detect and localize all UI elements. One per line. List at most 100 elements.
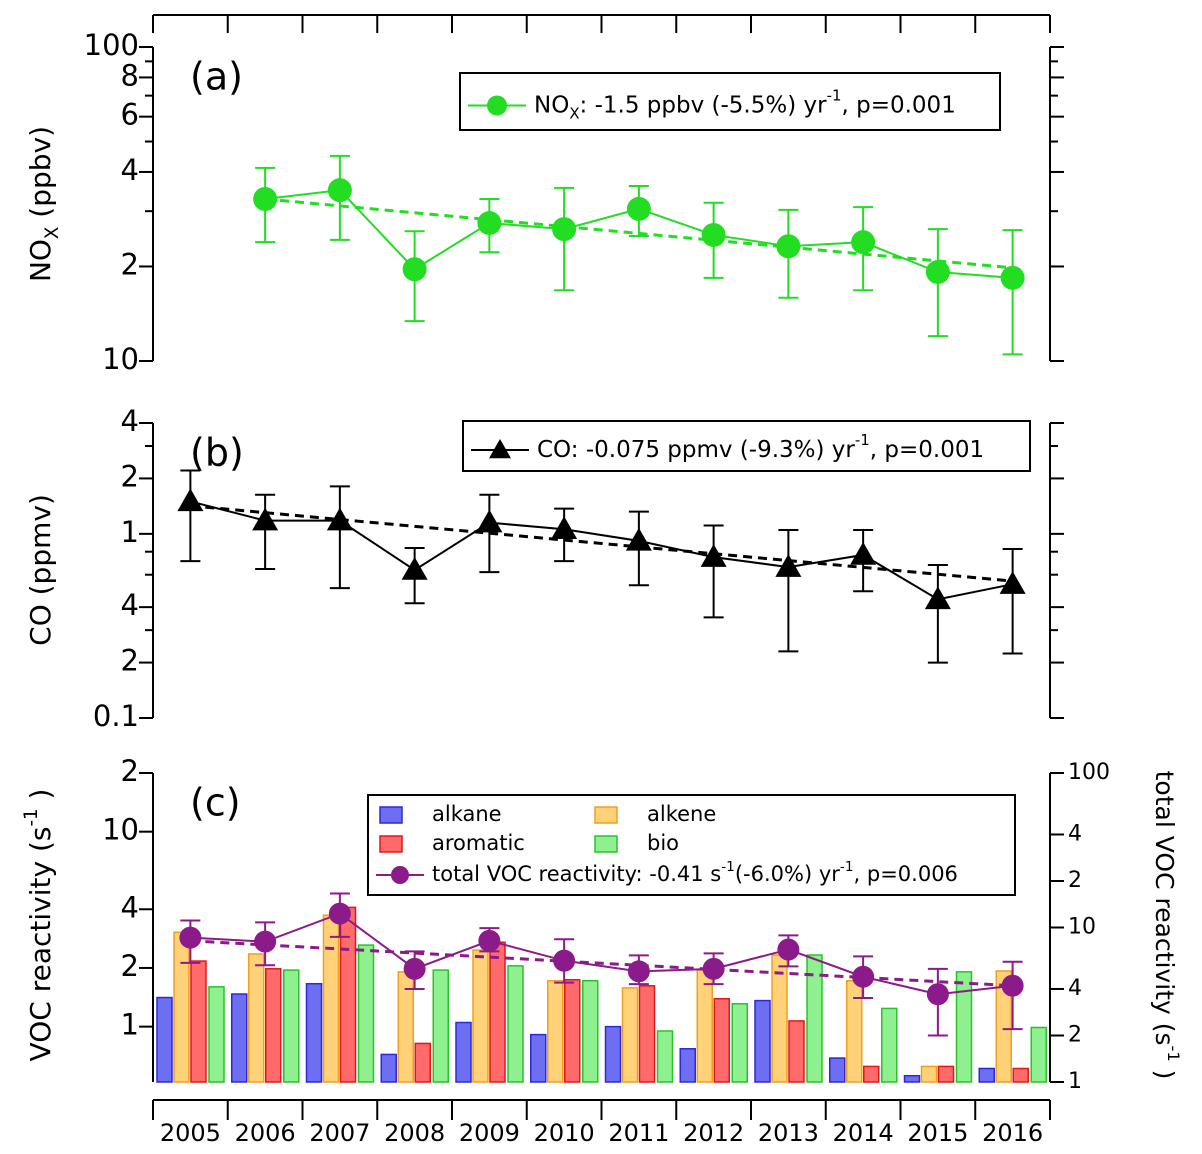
data-point: [553, 949, 576, 972]
error-bar: [703, 524, 724, 619]
legend-marker: [487, 95, 507, 116]
bar: [696, 969, 713, 1083]
bar: [173, 931, 190, 1083]
legend-label-part: -1: [827, 87, 842, 105]
legend-label: alkene: [647, 802, 716, 826]
data-point: [776, 234, 801, 259]
x-tick-label: 2007: [309, 1119, 370, 1147]
data-point: [702, 957, 725, 980]
bar: [190, 960, 207, 1083]
series-line: [190, 912, 1013, 996]
legend-label: CO: -0.075 ppmv (-9.3%) yr-1, p=0.001: [537, 431, 984, 463]
data-point: [924, 586, 951, 610]
data-point: [551, 516, 578, 539]
x-tick-label: 2013: [758, 1119, 819, 1147]
y-tick-label: 4: [121, 153, 139, 187]
bar: [604, 1025, 622, 1083]
bar: [995, 970, 1012, 1083]
data-point: [925, 260, 950, 285]
bar: [846, 979, 863, 1083]
bar: [881, 1007, 898, 1083]
data-point: [328, 902, 351, 925]
bar: [1030, 1026, 1047, 1083]
legend-swatch: [379, 835, 403, 853]
bar: [208, 986, 225, 1083]
data-point: [401, 557, 428, 580]
data-point: [476, 509, 503, 533]
legend-label: alkane: [432, 802, 502, 826]
legend-label-part: total VOC reactivity: -0.41 s: [432, 862, 721, 886]
y-tick-label: 2: [1068, 1022, 1082, 1047]
legend-swatch: [594, 806, 618, 824]
x-tick-label: 2005: [160, 1119, 221, 1147]
bar: [731, 1003, 748, 1083]
panel-label: (a): [190, 55, 243, 99]
bar: [507, 965, 524, 1083]
panel-label: (c): [190, 781, 241, 825]
bar: [357, 944, 375, 1083]
y-tick-label: 10: [1068, 915, 1096, 940]
trend-line: [190, 939, 1013, 988]
bar: [564, 978, 581, 1083]
panel-label: (b): [190, 431, 244, 475]
y-axis-title: CO (ppmv): [24, 494, 57, 646]
bar: [547, 979, 564, 1083]
data-point: [1000, 265, 1025, 290]
y-tick-label: 6: [121, 98, 139, 132]
y-axis-title-part: NO: [24, 239, 57, 282]
data-point: [326, 507, 353, 531]
bar: [1012, 1067, 1029, 1083]
trend-line: [190, 504, 1013, 583]
y-tick-label: 4: [1068, 976, 1082, 1001]
bar: [530, 1033, 547, 1083]
y-tick-label: 4: [121, 404, 139, 438]
data-point: [700, 544, 727, 567]
x-tick-label: 2009: [459, 1119, 520, 1147]
y-axis-title-part: CO (ppmv): [24, 494, 57, 646]
bar: [248, 953, 265, 1083]
x-tick-label: 2014: [833, 1119, 894, 1147]
y2-axis-title-part: -1: [1164, 1045, 1183, 1061]
x-tick-label: 2011: [608, 1119, 669, 1147]
y-tick-label: 10: [102, 813, 139, 847]
data-point: [775, 554, 802, 577]
error-bar: [927, 564, 948, 664]
y2-axis-title-part: ): [1150, 1062, 1179, 1080]
y-tick-label: 4: [121, 588, 139, 622]
y-tick-label: 8: [121, 58, 139, 92]
bar: [414, 1042, 431, 1083]
y-axis-title-part: (ppbv): [24, 126, 57, 227]
data-point: [402, 257, 427, 282]
x-tick-label: 2012: [683, 1119, 744, 1147]
bar: [713, 998, 730, 1083]
y-tick-label: 100: [84, 28, 139, 62]
data-point: [999, 571, 1026, 594]
data-point: [253, 187, 278, 212]
y-tick-label: 0.1: [93, 699, 139, 733]
legend-label-part: NO: [534, 92, 569, 118]
data-point: [327, 178, 352, 203]
legend-marker: [489, 439, 511, 459]
legend-label-part: , p=0.001: [841, 92, 955, 118]
error-bar: [1002, 229, 1023, 356]
data-point: [478, 929, 501, 952]
y-tick-label: 100: [1068, 760, 1110, 785]
legend-label-part: -1: [840, 859, 854, 875]
error-bar: [778, 528, 799, 653]
y-tick-label: 10: [102, 342, 139, 376]
y-axis-title-part: VOC reactivity (s: [24, 827, 57, 1062]
bar: [305, 982, 323, 1083]
data-point: [852, 965, 875, 988]
data-point: [701, 222, 726, 247]
bar: [582, 979, 599, 1083]
bar: [806, 954, 823, 1083]
data-point: [777, 938, 800, 961]
bar: [788, 1020, 805, 1083]
y-tick-label: 2: [121, 949, 139, 983]
bar: [656, 1030, 674, 1083]
legend-label: NOX: -1.5 ppbv (-5.5%) yr-1, p=0.001: [534, 87, 956, 123]
bar: [265, 968, 282, 1083]
data-point: [403, 957, 426, 980]
bar: [920, 1065, 938, 1083]
